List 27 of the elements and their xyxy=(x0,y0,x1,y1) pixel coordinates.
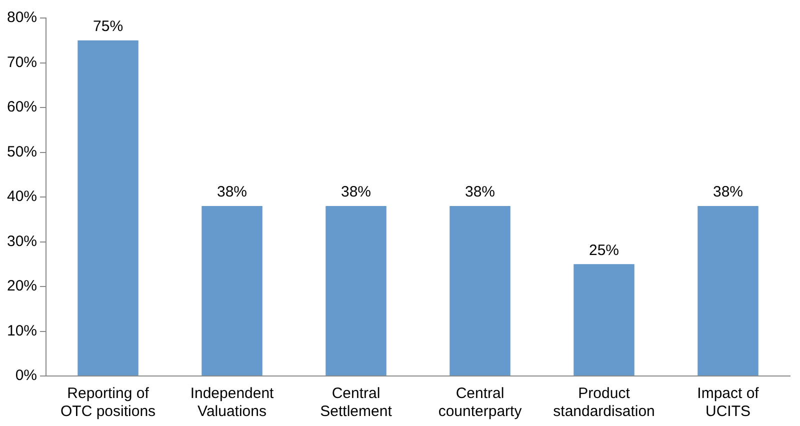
data-label: 75% xyxy=(93,18,124,36)
data-label: 38% xyxy=(217,184,248,201)
y-tick-label: 60% xyxy=(6,98,38,116)
y-tick-label: 30% xyxy=(6,232,38,250)
x-tick-label: Impact of UCITS xyxy=(697,385,760,420)
x-tick-label: Central counterparty xyxy=(438,385,522,420)
bar xyxy=(202,206,262,376)
y-tick-label: 80% xyxy=(6,9,38,26)
y-tick-label: 0% xyxy=(15,367,38,384)
y-tick-label: 20% xyxy=(6,278,38,295)
bar xyxy=(698,206,758,376)
y-tick-label: 50% xyxy=(6,143,38,160)
data-label: 38% xyxy=(340,184,372,201)
y-tick-label: 10% xyxy=(6,322,38,340)
x-tick-label: Central Settlement xyxy=(320,385,393,420)
x-tick-label: Reporting of OTC positions xyxy=(60,385,156,420)
bar xyxy=(78,40,138,376)
data-label: 25% xyxy=(588,242,620,259)
bar xyxy=(574,264,634,376)
y-tick-label: 70% xyxy=(6,54,38,71)
data-label: 38% xyxy=(464,184,496,201)
bar xyxy=(326,206,386,376)
data-label: 38% xyxy=(712,184,744,201)
bar xyxy=(450,206,510,376)
x-tick-label: Product standardisation xyxy=(553,385,655,420)
x-tick-label: Independent Valuations xyxy=(190,385,275,420)
y-tick-label: 40% xyxy=(6,188,38,206)
